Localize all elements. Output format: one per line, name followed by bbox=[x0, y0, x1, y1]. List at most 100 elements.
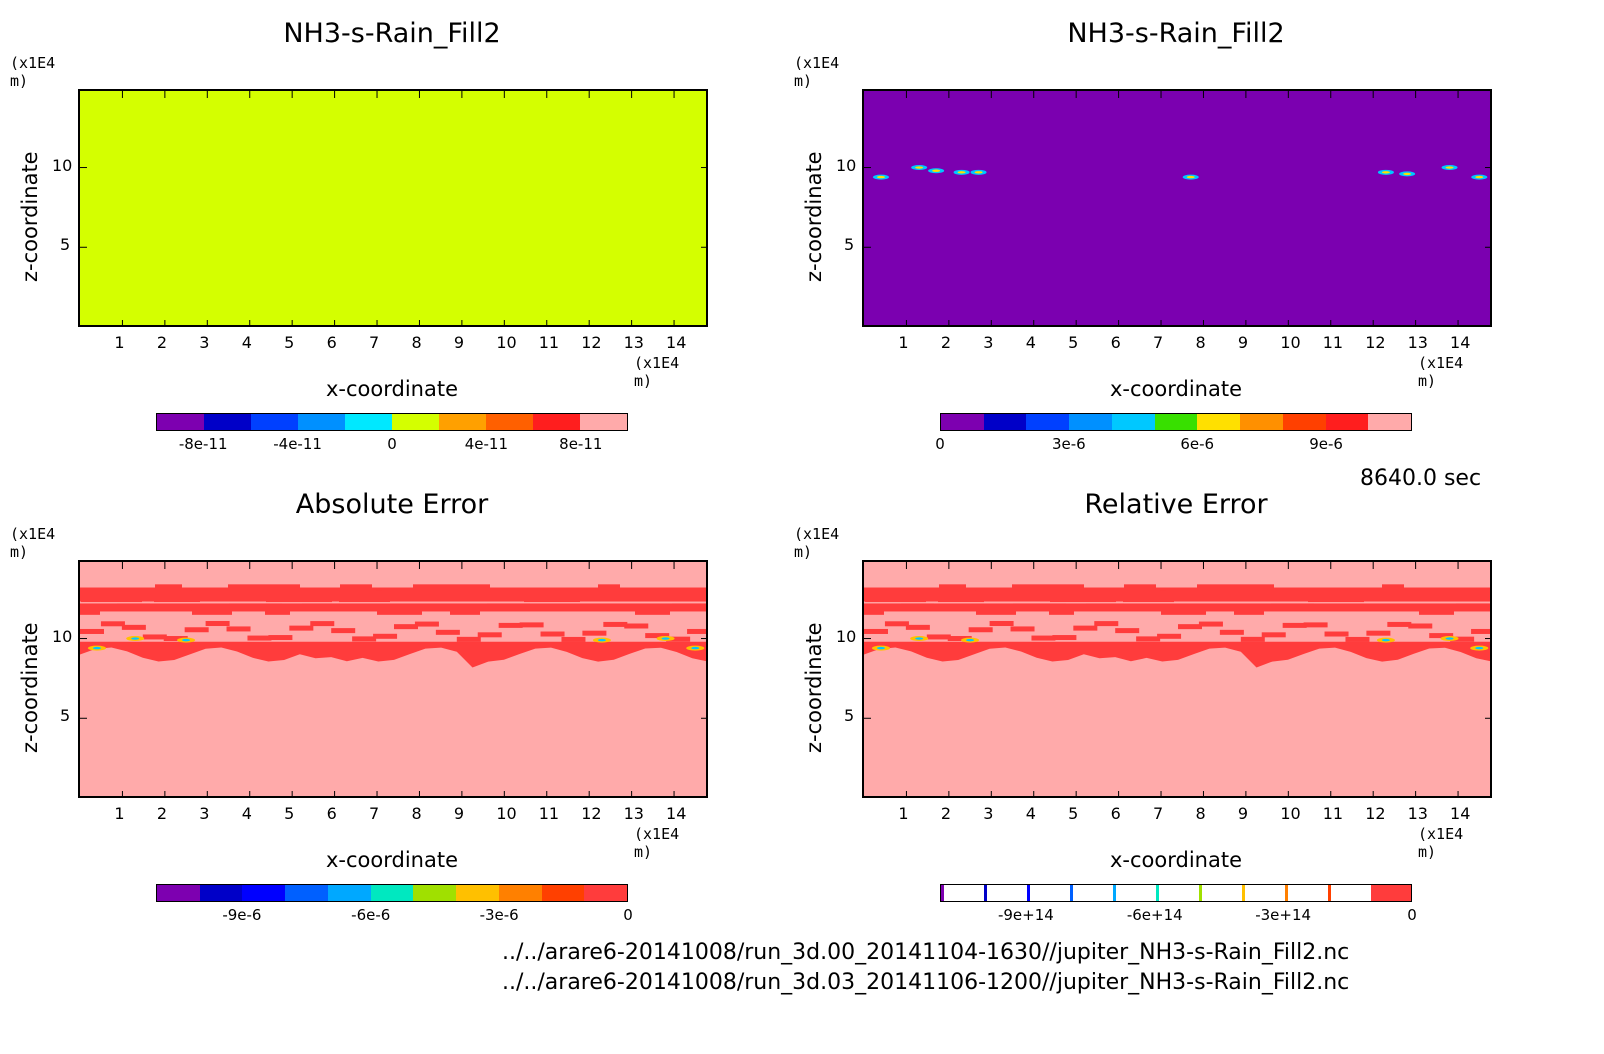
elapsed-time: 8640.0 sec bbox=[1360, 466, 1482, 491]
error-fragment bbox=[582, 630, 607, 636]
x-tick-label: 2 bbox=[156, 804, 168, 823]
error-fragment bbox=[302, 603, 340, 609]
x-tick-label: 8 bbox=[1195, 804, 1206, 823]
colorbar-swatch bbox=[285, 885, 328, 901]
x-tick-label: 14 bbox=[666, 333, 687, 352]
error-fragment bbox=[672, 603, 706, 609]
colorbar-swatch bbox=[1026, 414, 1070, 430]
colorbar-label: -6e-6 bbox=[351, 906, 391, 924]
x-tick-label: 9 bbox=[453, 804, 465, 823]
y-axis-label: z-coordinate bbox=[18, 151, 42, 282]
error-fragment bbox=[456, 636, 481, 642]
error-fragment bbox=[118, 590, 192, 596]
error-fragment bbox=[1345, 636, 1370, 642]
x-tick-label: 1 bbox=[114, 333, 125, 352]
data-blob-core bbox=[1445, 166, 1454, 169]
x-tick-label: 5 bbox=[284, 333, 295, 352]
error-fragment bbox=[1219, 629, 1244, 635]
error-fragment bbox=[1049, 609, 1074, 615]
error-fragment bbox=[1429, 633, 1454, 639]
error-fragment bbox=[81, 597, 142, 603]
y-axis-label: z-coordinate bbox=[18, 622, 42, 753]
error-fragment bbox=[414, 621, 439, 627]
x-tick-label: 9 bbox=[453, 333, 465, 352]
error-fragment bbox=[266, 597, 332, 603]
x-tick-label: 13 bbox=[623, 804, 644, 823]
colorbar-swatch bbox=[580, 414, 627, 430]
error-fragment bbox=[1197, 584, 1274, 590]
x-tick-label: 6 bbox=[1110, 804, 1121, 823]
colorbar-swatch bbox=[345, 414, 392, 430]
error-blob-core bbox=[691, 646, 700, 650]
y-tick-label: 5 bbox=[844, 235, 855, 255]
error-fragment bbox=[989, 621, 1014, 627]
x-tick-label: 3 bbox=[983, 333, 994, 352]
error-blob-core bbox=[92, 646, 101, 650]
colorbar-label: -4e-11 bbox=[273, 435, 322, 453]
x-tick-label: 4 bbox=[1025, 333, 1036, 352]
error-fragment bbox=[377, 609, 422, 615]
error-blob-core bbox=[1445, 637, 1454, 640]
panel-title: Relative Error bbox=[1084, 489, 1268, 520]
colorbar-swatch bbox=[584, 885, 628, 901]
error-fragment bbox=[864, 628, 888, 634]
error-blob-core bbox=[915, 637, 924, 640]
colorbar-swatch bbox=[413, 885, 457, 901]
x-axis-label: x-coordinate bbox=[1109, 848, 1242, 872]
error-fragment bbox=[340, 584, 372, 590]
x-tick-label: 12 bbox=[581, 333, 602, 352]
x-tick-label: 13 bbox=[623, 333, 644, 352]
x-tick-label: 1 bbox=[898, 804, 909, 823]
error-fragment bbox=[80, 628, 104, 634]
colorbar-swatch bbox=[1240, 414, 1283, 430]
x-tick-label: 5 bbox=[1068, 804, 1079, 823]
y-tick-label: 10 bbox=[52, 155, 73, 175]
colorbar-swatch bbox=[983, 414, 1027, 430]
colorbar-label: -3e-6 bbox=[479, 906, 519, 924]
colorbar-swatch bbox=[1325, 414, 1369, 430]
x-tick-label: 4 bbox=[241, 804, 252, 823]
error-fragment bbox=[1157, 633, 1182, 639]
error-fragment bbox=[687, 628, 706, 634]
error-fragment bbox=[598, 584, 620, 590]
error-fragment bbox=[265, 609, 290, 615]
x-axis-label: x-coordinate bbox=[325, 848, 458, 872]
x-tick-label: 6 bbox=[326, 804, 337, 823]
error-fragment bbox=[901, 603, 934, 609]
x-tick-label: 12 bbox=[581, 804, 602, 823]
x-tick-label: 8 bbox=[411, 804, 422, 823]
error-blob-core bbox=[182, 638, 191, 642]
data-blob-core bbox=[1186, 175, 1195, 179]
error-fragment bbox=[635, 609, 670, 615]
heatmap-features bbox=[864, 562, 1490, 796]
heatmap-features bbox=[864, 91, 1490, 325]
x-tick-label: 7 bbox=[1153, 333, 1164, 352]
error-fragment bbox=[376, 590, 440, 596]
error-fragment bbox=[247, 635, 272, 641]
error-fragment bbox=[1086, 603, 1124, 609]
colorbar-swatch bbox=[1027, 885, 1070, 901]
colorbar-swatch bbox=[1199, 885, 1242, 901]
heatmap-features bbox=[80, 562, 706, 796]
colorbar-swatch bbox=[984, 885, 1027, 901]
x-tick-label: 8 bbox=[1195, 333, 1206, 352]
error-fragment bbox=[1345, 590, 1414, 596]
error-fragment bbox=[905, 624, 930, 630]
colorbar-label: 3e-6 bbox=[1051, 435, 1086, 453]
error-fragment bbox=[603, 621, 628, 627]
error-fragment bbox=[1050, 597, 1116, 603]
error-fragment bbox=[1324, 631, 1349, 637]
error-fragment bbox=[1471, 628, 1490, 634]
error-fragment bbox=[394, 624, 418, 630]
colorbar-swatch bbox=[1197, 414, 1241, 430]
error-fragment bbox=[163, 636, 188, 642]
x-tick-label: 6 bbox=[326, 333, 337, 352]
x-tick-label: 1 bbox=[898, 333, 909, 352]
error-fragment bbox=[1387, 621, 1412, 627]
error-fragment bbox=[1010, 626, 1035, 632]
error-fragment bbox=[1234, 609, 1264, 615]
error-fragment bbox=[1382, 584, 1404, 590]
y-tick-label: 5 bbox=[844, 706, 855, 726]
colorbar-swatch bbox=[941, 885, 984, 901]
error-fragment bbox=[561, 636, 586, 642]
